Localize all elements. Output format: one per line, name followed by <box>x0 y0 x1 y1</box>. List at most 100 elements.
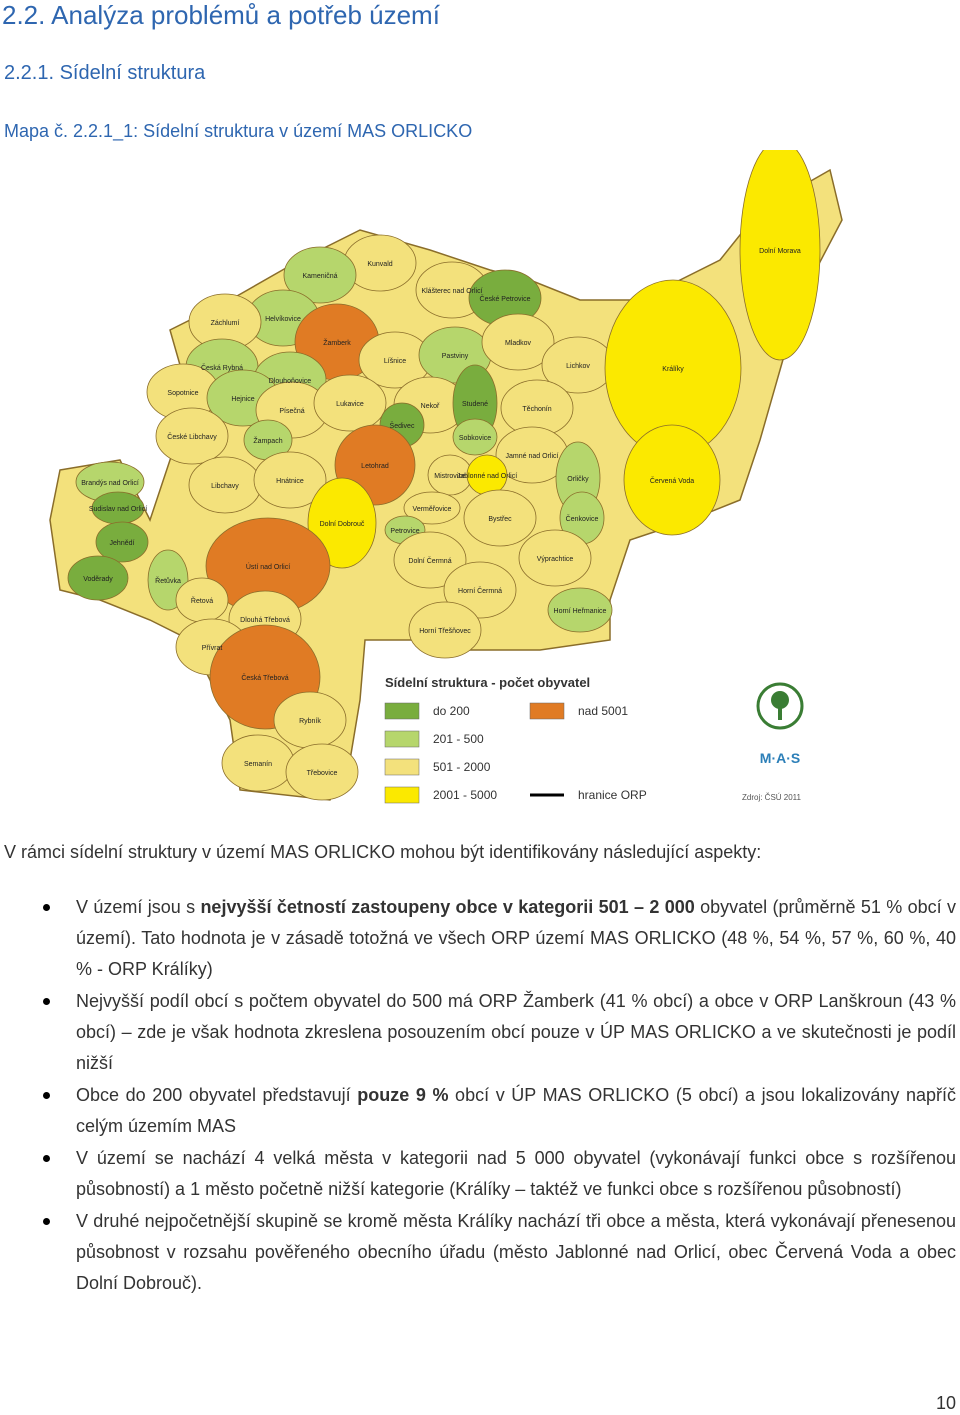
municipality-label: České Libchavy <box>167 432 217 441</box>
municipality-label: Lukavice <box>336 401 364 408</box>
municipality-label: Verměřovice <box>413 506 452 513</box>
municipality <box>67 555 129 601</box>
bullet: Nejvyšší podíl obcí s počtem obyvatel do… <box>0 986 956 1079</box>
municipality-label: Petrovice <box>390 528 419 535</box>
municipality <box>518 529 592 587</box>
municipality-label: Studené <box>462 401 488 408</box>
municipality <box>95 521 149 563</box>
municipality-label: Libchavy <box>211 483 239 490</box>
municipality-label: Žampach <box>253 436 282 445</box>
municipality-label: Jehnědí <box>110 540 135 547</box>
municipality-label: Mladkov <box>505 340 532 347</box>
municipality-label: Letohrad <box>361 463 389 470</box>
municipality-label: Dolní Čermná <box>408 556 451 565</box>
municipality-label: Kunvald <box>367 261 392 268</box>
municipality-label: Řetůvka <box>155 576 181 585</box>
municipality <box>739 150 821 361</box>
municipality <box>408 601 482 659</box>
map-caption: Mapa č. 2.2.1_1: Sídelní struktura v úze… <box>4 121 473 141</box>
municipality-label: Brandýs nad Orlicí <box>81 480 139 487</box>
legend-box <box>372 665 792 813</box>
municipality-label: Sudislav nad Orlicí <box>89 506 147 513</box>
logo-tree <box>771 691 789 709</box>
municipality-label: Česká Třebová <box>241 673 288 682</box>
municipality-label: Hnátnice <box>276 478 304 485</box>
bullet-list: V území jsou s nejvyšší četností zastoup… <box>0 892 956 1300</box>
legend-swatch <box>384 730 420 748</box>
municipality-label: Čenkovice <box>566 514 599 523</box>
legend-label: hranice ORP <box>578 788 647 802</box>
municipality-label: České Petrovice <box>480 294 531 303</box>
municipality-label: Dlouhá Třebová <box>240 617 290 624</box>
municipality <box>313 374 387 432</box>
municipality-label: Klášterec nad Orlicí <box>421 288 482 295</box>
municipality-label: Šedivec <box>390 421 415 430</box>
bullet-text: V druhé nejpočetnější skupině se kromě m… <box>76 1211 956 1293</box>
municipality <box>393 531 467 589</box>
legend-swatch <box>384 786 420 804</box>
municipality <box>463 489 537 547</box>
map-source: Zdroj: ČSÚ 2011 <box>742 793 802 802</box>
heading: 2.2. Analýza problémů a potřeb území <box>2 0 440 30</box>
municipality-label: Řetová <box>191 596 213 605</box>
municipality-label: Horní Heřmanice <box>554 608 607 615</box>
municipality-label: Horní Třešňovec <box>419 628 471 635</box>
municipality-label: Písečná <box>279 408 304 415</box>
bullet-text: pouze 9 % <box>357 1085 449 1105</box>
municipality-label: Líšnice <box>384 358 406 365</box>
logo-trunk <box>778 706 782 720</box>
legend-title: Sídelní struktura - počet obyvatel <box>385 675 590 690</box>
page-number: 10 <box>935 1393 956 1413</box>
municipality <box>403 491 461 525</box>
municipality-label: Dolní Morava <box>759 248 801 255</box>
municipality-label: Orličky <box>567 476 589 483</box>
municipality-label: Záchlumí <box>211 320 240 327</box>
legend-swatch <box>384 702 420 720</box>
logo-text: M·A·S <box>760 750 800 766</box>
municipality-label: Česká Rybná <box>201 363 243 372</box>
legend-label: do 200 <box>433 704 470 718</box>
legend-label: 201 - 500 <box>433 732 484 746</box>
municipality-label: Lichkov <box>566 363 590 370</box>
municipality <box>253 451 327 509</box>
bullet-text: obcí v ÚP MAS ORLICKO (5 obcí) a jsou lo… <box>76 1085 956 1136</box>
municipality <box>623 424 721 536</box>
municipality-label: Těchonín <box>522 406 551 413</box>
municipality-label: Mistrovice <box>434 473 466 480</box>
legend-swatch <box>529 702 565 720</box>
bullet: Obce do 200 obyvatel představují pouze 9… <box>0 1080 956 1142</box>
bullet-text: V území se nachází 4 velká města v kateg… <box>76 1148 956 1199</box>
municipality-label: Výprachtice <box>537 556 574 563</box>
municipality-label: Nekoř <box>421 403 440 410</box>
bullet: V druhé nejpočetnější skupině se kromě m… <box>0 1206 956 1299</box>
municipality <box>283 246 357 304</box>
bullet-text: V území jsou s <box>76 897 201 917</box>
legend-label: 2001 - 5000 <box>433 788 497 802</box>
municipality-label: Sobkovice <box>459 435 491 442</box>
bullet-text: obyvatel (průměrně 51 % obcí v území). T… <box>76 897 956 979</box>
bullet-text: Nejvyšší podíl obcí s počtem obyvatel do… <box>76 991 956 1073</box>
municipality-label: Sopotnice <box>167 390 198 397</box>
municipality <box>307 477 377 569</box>
municipality-label: Bystřec <box>488 516 512 523</box>
municipality <box>547 587 613 633</box>
municipality-label: Helvíkovice <box>265 316 301 323</box>
municipality <box>481 313 555 371</box>
municipality-label: Červená Voda <box>650 476 694 485</box>
legend-label: 501 - 2000 <box>433 760 491 774</box>
bullet-text: Obce do 200 obyvatel představují <box>76 1085 358 1105</box>
municipality-label: Horní Čermná <box>458 586 502 595</box>
municipality-label: Dolní Dobrouč <box>320 521 365 528</box>
municipality-label: Hejnice <box>231 396 254 403</box>
bullet: V území se nachází 4 velká města v kateg… <box>0 1143 956 1205</box>
legend-swatch <box>384 758 420 776</box>
municipality-label: Žamberk <box>323 338 351 347</box>
bullet: V území jsou s nejvyšší četností zastoup… <box>0 892 956 985</box>
municipality-label: Voděrady <box>83 576 113 583</box>
municipality <box>452 418 498 456</box>
subheading: 2.2.1. Sídelní struktura <box>4 62 206 84</box>
municipality <box>155 407 229 465</box>
municipality-label: Semanín <box>244 761 272 768</box>
